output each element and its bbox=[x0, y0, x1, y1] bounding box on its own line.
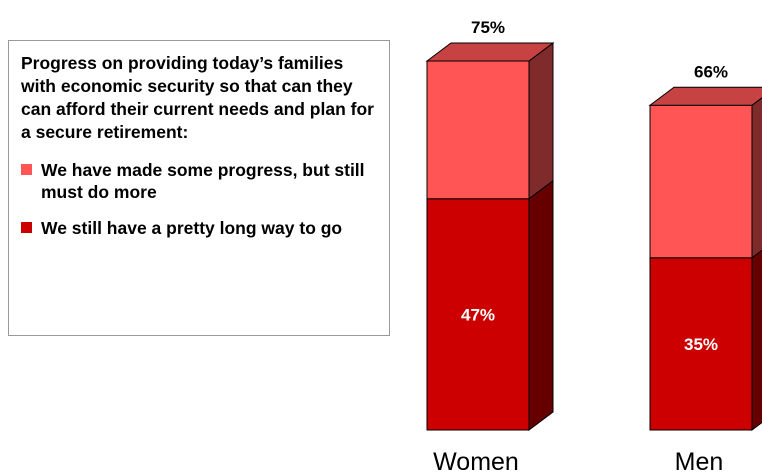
legend-item-long-way: We still have a pretty long way to go bbox=[21, 217, 379, 239]
total-label-women: 75% bbox=[471, 18, 505, 37]
bar-side-men-some-progress bbox=[751, 97, 762, 259]
bar-side-men-long-way bbox=[751, 249, 762, 431]
bar-women-long-way bbox=[426, 198, 530, 431]
bar-men-long-way bbox=[649, 257, 753, 431]
legend-swatch-some-progress bbox=[21, 164, 32, 175]
bar-top-women bbox=[425, 42, 555, 62]
category-label-women: Women bbox=[433, 448, 519, 473]
segment-label-women: 47% bbox=[461, 305, 495, 324]
bar-side-women-long-way bbox=[528, 179, 554, 431]
bar-men-some-progress bbox=[649, 104, 753, 259]
bar-side-women-some-progress bbox=[528, 42, 554, 200]
total-label-men: 66% bbox=[694, 62, 728, 81]
bar-women-some-progress bbox=[426, 60, 530, 200]
legend-item-some-progress: We have made some progress, but still mu… bbox=[21, 159, 379, 203]
category-label-men: Men bbox=[675, 448, 724, 473]
segment-label-men: 35% bbox=[684, 335, 718, 354]
legend-item-long-way-label: We still have a pretty long way to go bbox=[41, 218, 343, 238]
legend-box: Progress on providing today’s families w… bbox=[8, 40, 390, 336]
legend-swatch-long-way bbox=[21, 222, 32, 233]
legend-heading: Progress on providing today’s families w… bbox=[21, 53, 374, 142]
bar-top-men bbox=[648, 86, 762, 106]
legend-item-some-progress-label: We have made some progress, but still mu… bbox=[41, 160, 365, 202]
